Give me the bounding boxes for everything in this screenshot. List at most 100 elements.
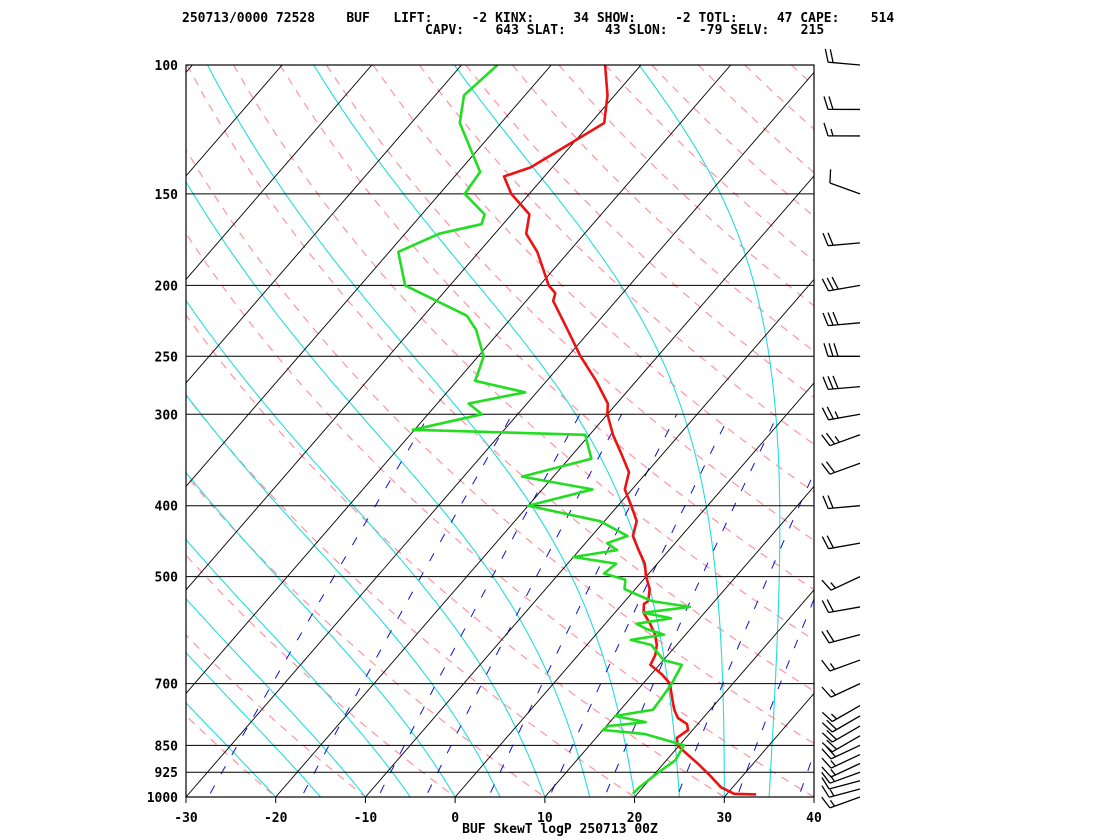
plot-frame <box>185 64 815 798</box>
pressure-tick-label: 250 <box>155 350 179 365</box>
wind-barb <box>821 406 861 421</box>
isotherm-line <box>813 796 814 797</box>
dry-adiabat-line <box>186 148 814 745</box>
wind-barb <box>821 276 861 292</box>
pressure-tick-label: 700 <box>155 678 179 693</box>
moist-adiabat-line <box>186 651 322 797</box>
mixing-ratio-line <box>603 414 779 797</box>
isotherm-line <box>186 65 283 177</box>
wind-barb <box>821 432 861 447</box>
pressure-tick-label: 100 <box>155 59 179 74</box>
moist-adiabat-line <box>186 598 366 797</box>
wind-barb <box>821 535 861 550</box>
wind-barb <box>821 715 861 733</box>
wind-barb <box>822 311 861 327</box>
wind-barb <box>821 576 861 591</box>
mixing-ratio-line <box>798 751 814 797</box>
moist-adiabat-line <box>186 702 277 797</box>
dry-adiabat-line <box>186 796 187 797</box>
wind-barb <box>821 704 861 723</box>
dry-adiabat-line <box>744 65 814 130</box>
dry-adiabat-line <box>186 232 814 797</box>
dry-adiabat-line <box>279 65 814 591</box>
wind-barb <box>821 629 861 644</box>
dewpoint-profile-line <box>397 65 692 795</box>
dry-adiabat-line <box>186 65 814 692</box>
profile-lines <box>397 65 757 796</box>
dry-adiabat-line <box>790 65 814 87</box>
isotherm-line <box>544 485 814 797</box>
pressure-tick-label: 1000 <box>147 791 178 806</box>
wind-barb <box>821 777 861 790</box>
isotherm-line <box>186 65 373 281</box>
wind-barb <box>821 683 861 698</box>
dry-adiabat-line <box>372 65 814 493</box>
footer-title: BUF SkewT logP 250713 00Z <box>462 822 658 837</box>
isotherm-line <box>634 589 814 797</box>
dry-adiabat-line <box>558 65 814 307</box>
isotherm-line <box>186 71 814 797</box>
wind-barb <box>822 375 861 391</box>
dry-adiabat-line <box>651 65 814 218</box>
wind-barb <box>821 762 861 778</box>
wind-barb <box>821 725 861 743</box>
dry-adiabat-line <box>838 65 1120 813</box>
temperature-tick-label: 0 <box>451 811 459 826</box>
mixing-ratio-line <box>736 597 814 797</box>
isotherm-line <box>365 278 814 797</box>
wind-barb <box>829 169 861 195</box>
moist-adiabat-line <box>638 65 781 797</box>
wind-barb <box>823 343 861 357</box>
isotherm-line <box>0 65 103 797</box>
dry-adiabat-line <box>186 314 726 797</box>
dry-adiabat-line <box>604 65 814 262</box>
wind-barb <box>821 796 861 809</box>
wind-barb <box>824 48 861 66</box>
pressure-tick-label: 300 <box>155 408 179 423</box>
isotherm-line <box>454 382 814 797</box>
wind-barb <box>821 599 861 614</box>
pressure-tick-label: 400 <box>155 500 179 515</box>
isotherm-line <box>186 65 642 591</box>
dry-adiabat-line <box>186 474 547 797</box>
dry-adiabat-line <box>1024 65 1120 813</box>
dry-adiabat-line <box>186 394 636 797</box>
wind-barb <box>821 735 861 753</box>
temperature-tick-label: -20 <box>264 811 288 826</box>
mixing-ratio-line <box>300 414 513 797</box>
isotherm-line <box>0 65 13 797</box>
temperature-tick-label: 20 <box>627 811 643 826</box>
temperature-tick-label: 30 <box>716 811 732 826</box>
wind-barbs <box>821 48 861 809</box>
mixing-ratio-line <box>676 471 814 797</box>
pressure-tick-label: 500 <box>155 571 179 586</box>
moist-adiabat-line <box>186 538 411 797</box>
moist-adiabat-line <box>186 180 591 797</box>
dry-adiabat-line <box>186 714 277 797</box>
background-lines <box>0 65 1120 813</box>
dry-adiabat-line <box>465 65 814 399</box>
wind-barb <box>822 232 861 247</box>
dry-adiabat-line <box>977 65 1120 813</box>
pressure-tick-label: 925 <box>155 766 178 781</box>
wind-barb <box>821 785 861 798</box>
dry-adiabat-line <box>418 65 814 446</box>
header-line-1: 250713/0000 72528 BUF LIFT: -2 KINX: 34 … <box>182 11 894 26</box>
dry-adiabat-line <box>511 65 814 353</box>
isotherm-line <box>186 65 552 488</box>
wind-barb <box>823 122 861 137</box>
temperature-tick-label: -10 <box>354 811 378 826</box>
wind-barb <box>821 659 861 672</box>
temperature-tick-label: -30 <box>174 811 198 826</box>
wind-barb <box>821 461 861 475</box>
wind-barb <box>823 96 861 111</box>
dry-adiabat-line <box>884 65 1120 813</box>
header-line-2: CAPV: 643 SLAT: 43 SLON: -79 SELV: 215 <box>425 23 824 38</box>
dry-adiabat-line <box>697 65 814 174</box>
dry-adiabat-line <box>931 65 1120 813</box>
dry-adiabat-line <box>186 554 457 797</box>
mixing-ratio-line <box>377 414 581 797</box>
temperature-tick-label: 40 <box>806 811 822 826</box>
wind-barb <box>821 753 861 769</box>
